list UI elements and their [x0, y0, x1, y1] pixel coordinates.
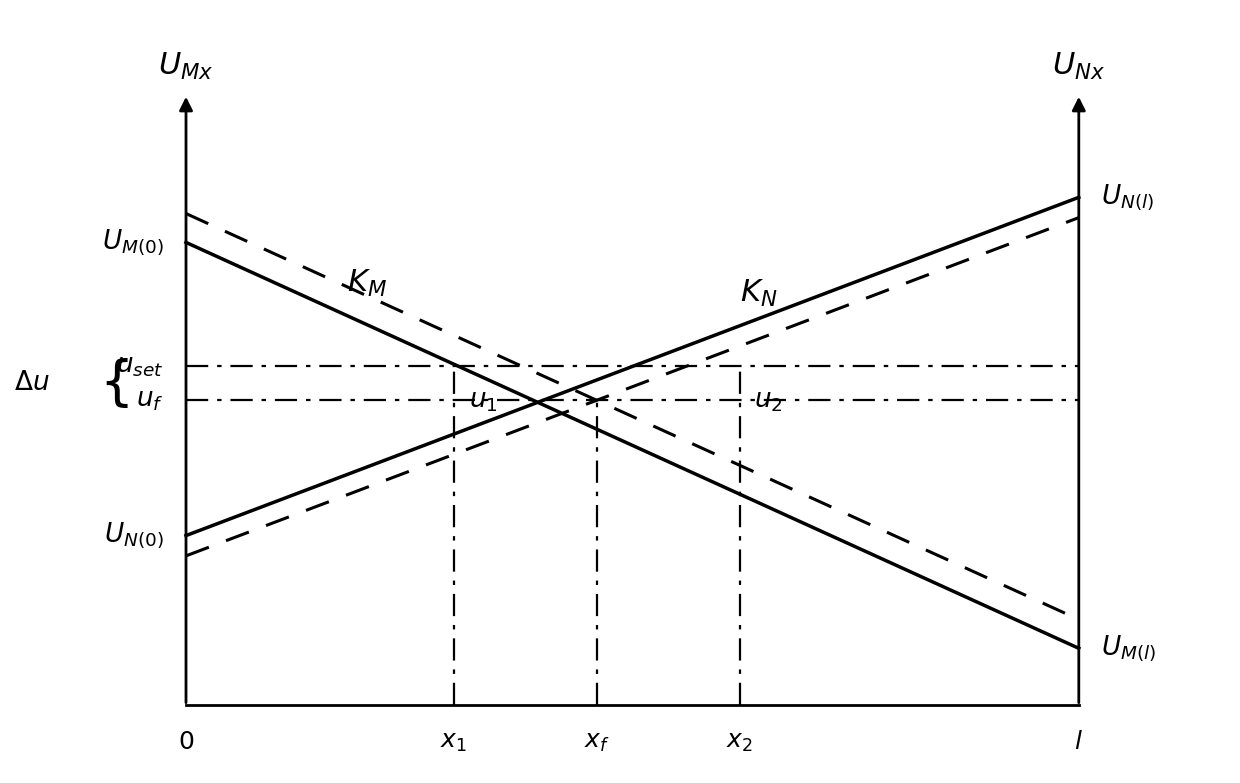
Text: $u_2$: $u_2$: [754, 388, 784, 414]
Text: $\Delta u$: $\Delta u$: [14, 370, 50, 396]
Text: $u_f$: $u_f$: [136, 388, 164, 413]
Text: $x_f$: $x_f$: [584, 730, 610, 754]
Text: $U_{M(0)}$: $U_{M(0)}$: [102, 228, 164, 258]
Text: $\{$: $\{$: [99, 356, 129, 410]
Text: $l$: $l$: [1074, 730, 1084, 754]
Text: $x_2$: $x_2$: [727, 730, 753, 754]
Text: $0$: $0$: [177, 730, 195, 754]
Text: $u_{set}$: $u_{set}$: [117, 353, 164, 380]
Text: $U_{M(l)}$: $U_{M(l)}$: [1101, 633, 1157, 663]
Text: $U_{N(0)}$: $U_{N(0)}$: [104, 521, 164, 550]
Text: $K_M$: $K_M$: [347, 268, 387, 298]
Text: $K_N$: $K_N$: [739, 278, 777, 309]
Text: $U_{Nx}$: $U_{Nx}$: [1053, 51, 1105, 82]
Text: $u_1$: $u_1$: [469, 388, 497, 414]
Text: $U_{Mx}$: $U_{Mx}$: [159, 51, 213, 82]
Text: $U_{N(l)}$: $U_{N(l)}$: [1101, 182, 1154, 212]
Text: $x_1$: $x_1$: [440, 730, 467, 754]
